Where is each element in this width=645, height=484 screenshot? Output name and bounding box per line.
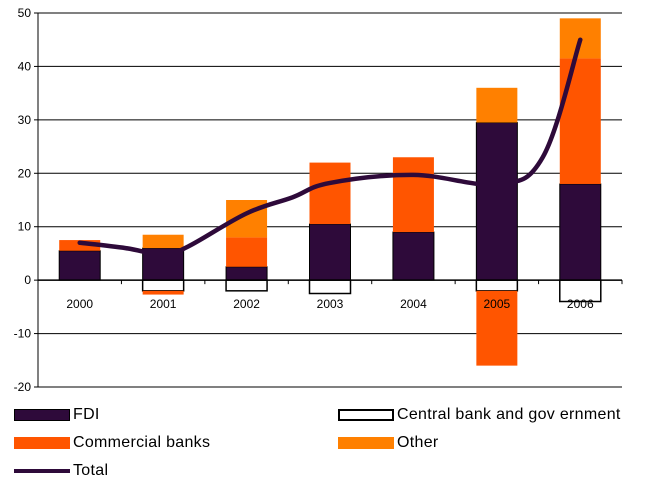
bar-series [58, 18, 602, 366]
y-tick-label: 0 [24, 273, 31, 287]
x-tick-label: 2004 [400, 297, 427, 311]
bar-central-bank-and-gov-ernment-2003 [308, 279, 352, 295]
bar-other-2005 [476, 87, 518, 123]
bar-other-2001 [142, 234, 184, 249]
total-line-series [77, 37, 583, 257]
bar-commercial-banks-2001 [142, 290, 184, 295]
y-tick-label: 20 [18, 166, 32, 180]
y-tick-label: 40 [18, 59, 32, 73]
x-tick-label: 2006 [567, 297, 594, 311]
bar-fdi-2002 [225, 266, 268, 281]
bar-commercial-banks-2002 [226, 237, 268, 267]
bar-fdi-2004 [392, 231, 435, 281]
bar-central-bank-and-gov-ernment-2001 [141, 279, 185, 292]
bar-fdi-2005 [475, 122, 518, 281]
x-tick-label: 2005 [484, 297, 511, 311]
line-total [77, 37, 583, 257]
y-axis-ticks: 50 40 30 20 10 0 -10 -20 [14, 6, 38, 394]
bar-central-bank-and-gov-ernment-2002 [225, 279, 268, 292]
bar-fdi-2006 [559, 183, 602, 281]
bar-commercial-banks-2003 [309, 162, 351, 225]
x-tick-label: 2000 [66, 297, 93, 311]
x-tick-label: 2002 [233, 297, 260, 311]
y-tick-label: -10 [14, 327, 32, 341]
y-tick-label: 50 [18, 6, 32, 20]
bar-commercial-banks-2006 [559, 58, 601, 184]
bar-commercial-banks-2000 [59, 240, 101, 251]
bar-commercial-banks-2005 [476, 290, 518, 366]
bar-central-bank-and-gov-ernment-2005 [475, 279, 519, 292]
bar-fdi-2003 [309, 223, 351, 281]
y-tick-label: 30 [18, 113, 32, 127]
y-tick-label: -20 [14, 380, 32, 394]
y-tick-label: 10 [18, 220, 32, 234]
axes [37, 13, 623, 387]
bar-commercial-banks-2004 [392, 157, 434, 233]
bar-fdi-2000 [58, 250, 101, 281]
x-tick-label: 2001 [150, 297, 177, 311]
x-axis-ticks: 2000 2001 2002 2003 2004 2005 2006 [66, 297, 594, 311]
x-tick-label: 2003 [317, 297, 344, 311]
